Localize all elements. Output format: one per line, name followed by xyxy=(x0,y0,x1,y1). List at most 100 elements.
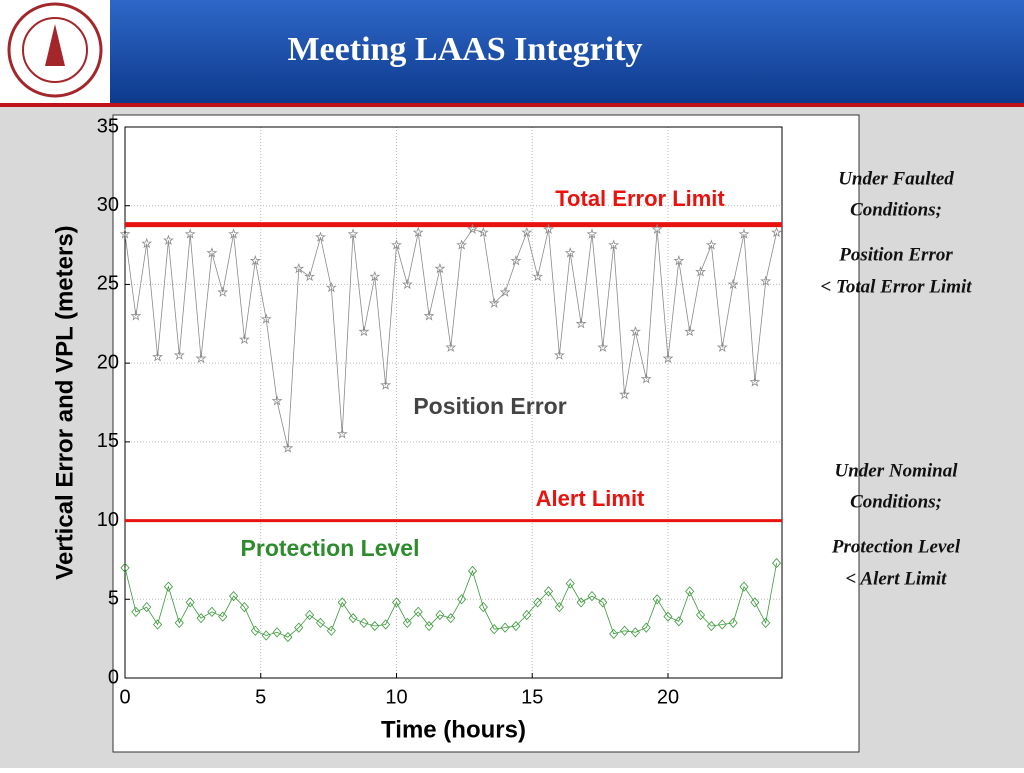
logo xyxy=(7,2,103,98)
point xyxy=(336,428,348,439)
y-tick-label: 15 xyxy=(97,430,119,452)
point xyxy=(163,581,173,592)
point xyxy=(467,223,478,235)
point xyxy=(424,620,434,632)
x-tick-label: 5 xyxy=(255,686,266,708)
point xyxy=(239,602,249,613)
notes: Under Faulted Conditions; Position Error < … xyxy=(820,168,972,589)
x-tick-label: 0 xyxy=(119,686,130,708)
note-detail: Protection Level xyxy=(831,536,961,557)
point xyxy=(184,228,196,239)
point xyxy=(370,620,380,632)
point xyxy=(347,228,359,239)
point xyxy=(391,597,402,608)
point xyxy=(522,609,532,621)
point xyxy=(282,442,294,453)
y-tick-label: 10 xyxy=(97,509,119,531)
note-detail: < Total Error Limit xyxy=(820,276,972,297)
point xyxy=(456,239,468,250)
y-tick-label: 5 xyxy=(108,588,119,610)
point xyxy=(381,619,391,630)
point xyxy=(217,286,229,297)
point xyxy=(119,228,131,239)
point xyxy=(196,613,206,624)
point xyxy=(652,594,662,605)
point xyxy=(402,617,412,629)
point xyxy=(250,625,260,636)
point xyxy=(206,247,218,258)
point xyxy=(511,620,521,632)
point xyxy=(434,262,446,274)
point xyxy=(142,602,152,613)
point xyxy=(695,266,706,277)
logo-inner xyxy=(22,17,88,83)
y-tick-label: 0 xyxy=(108,666,119,688)
point xyxy=(423,310,435,321)
point xyxy=(260,313,272,324)
series-label: Position Error xyxy=(413,393,566,419)
point xyxy=(684,326,696,337)
y-tick-label: 25 xyxy=(97,273,119,295)
slide-title: Meeting LAAS Integrity xyxy=(287,31,642,68)
point xyxy=(261,630,271,641)
point xyxy=(294,622,304,633)
point xyxy=(488,297,500,309)
point xyxy=(564,247,576,258)
point xyxy=(685,586,695,597)
chart-frame xyxy=(112,114,860,753)
y-tick-label: 20 xyxy=(97,351,119,373)
point xyxy=(716,341,728,352)
point xyxy=(651,223,663,235)
note-detail: Position Error xyxy=(838,244,953,265)
point xyxy=(293,262,305,274)
point xyxy=(163,234,174,246)
point xyxy=(337,597,347,608)
point xyxy=(304,270,316,282)
point xyxy=(521,226,533,238)
point xyxy=(510,255,522,266)
point xyxy=(229,591,239,602)
point xyxy=(413,606,423,617)
point xyxy=(326,625,336,636)
point xyxy=(185,597,195,608)
series-line xyxy=(124,228,777,449)
point xyxy=(565,578,575,589)
point xyxy=(597,341,609,352)
note-line: Conditions; xyxy=(850,199,942,220)
x-tick-label: 10 xyxy=(385,686,407,708)
header-rule xyxy=(0,103,1024,107)
point xyxy=(131,606,141,617)
note-line: Under Nominal xyxy=(835,460,959,481)
point xyxy=(446,613,456,624)
point xyxy=(739,581,749,592)
point xyxy=(532,270,544,282)
point xyxy=(380,379,392,390)
point xyxy=(706,620,716,632)
point xyxy=(120,562,130,573)
point xyxy=(738,228,750,239)
point xyxy=(489,624,499,635)
point xyxy=(598,597,608,608)
point xyxy=(283,631,293,643)
point xyxy=(543,586,554,597)
point xyxy=(457,594,467,605)
point xyxy=(750,597,760,608)
point xyxy=(749,376,761,387)
point xyxy=(445,341,457,352)
point xyxy=(325,281,337,293)
point xyxy=(575,318,587,329)
point xyxy=(477,226,489,238)
point xyxy=(412,226,424,238)
y-tick-label: 35 xyxy=(97,115,119,137)
point xyxy=(533,597,543,608)
point xyxy=(391,239,402,250)
point xyxy=(174,617,184,629)
point xyxy=(620,625,630,636)
point xyxy=(641,622,651,633)
point xyxy=(629,326,641,337)
point xyxy=(771,226,783,238)
point xyxy=(239,333,250,345)
limit-label: Alert Limit xyxy=(536,486,645,511)
